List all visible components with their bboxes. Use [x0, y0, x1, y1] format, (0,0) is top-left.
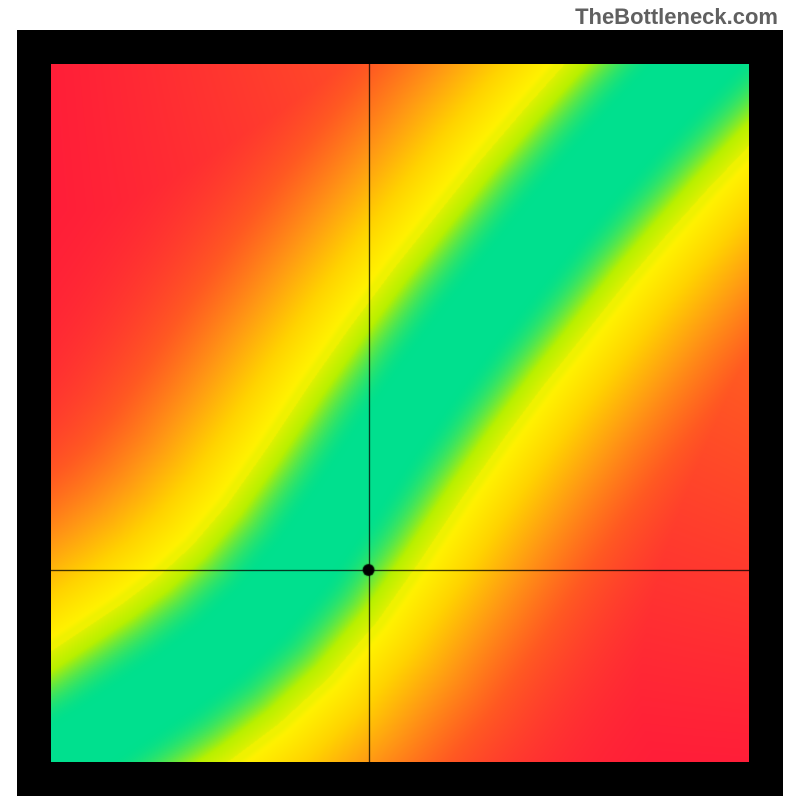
heatmap-canvas — [51, 64, 749, 762]
watermark-text: TheBottleneck.com — [575, 4, 778, 30]
bottleneck-heatmap — [17, 30, 783, 796]
